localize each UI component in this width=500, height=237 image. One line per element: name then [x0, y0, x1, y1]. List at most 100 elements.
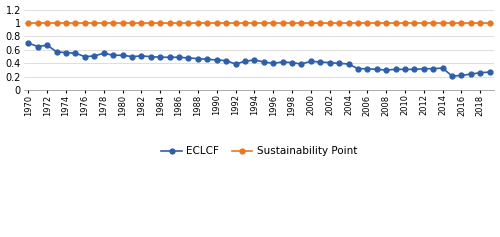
Sustainability Point [176, 22, 182, 24]
ECLCF [355, 67, 361, 70]
Sustainability Point [392, 22, 398, 24]
Sustainability Point [110, 22, 116, 24]
ECLCF [214, 59, 220, 61]
ECLCF [204, 58, 210, 61]
Sustainability Point [92, 22, 98, 24]
ECLCF [449, 75, 455, 77]
ECLCF [326, 61, 332, 64]
Sustainability Point [346, 22, 352, 24]
ECLCF [82, 55, 88, 58]
Sustainability Point [449, 22, 455, 24]
Sustainability Point [26, 22, 32, 24]
ECLCF [364, 67, 370, 70]
ECLCF [270, 62, 276, 65]
Sustainability Point [120, 22, 126, 24]
Sustainability Point [478, 22, 484, 24]
ECLCF [280, 61, 285, 64]
ECLCF [289, 61, 295, 64]
ECLCF [392, 68, 398, 71]
ECLCF [383, 69, 389, 72]
Sustainability Point [204, 22, 210, 24]
ECLCF [72, 52, 78, 55]
Sustainability Point [298, 22, 304, 24]
Sustainability Point [129, 22, 135, 24]
Sustainability Point [242, 22, 248, 24]
Line: Sustainability Point: Sustainability Point [26, 21, 492, 25]
ECLCF [120, 54, 126, 57]
Sustainability Point [186, 22, 192, 24]
Sustainability Point [486, 22, 492, 24]
Sustainability Point [223, 22, 229, 24]
Sustainability Point [157, 22, 163, 24]
ECLCF [166, 56, 172, 59]
Sustainability Point [402, 22, 408, 24]
Sustainability Point [82, 22, 88, 24]
ECLCF [35, 45, 41, 48]
Sustainability Point [232, 22, 238, 24]
ECLCF [440, 67, 446, 69]
Legend: ECLCF, Sustainability Point: ECLCF, Sustainability Point [157, 142, 361, 160]
Sustainability Point [148, 22, 154, 24]
Line: ECLCF: ECLCF [26, 41, 492, 78]
Sustainability Point [195, 22, 201, 24]
Sustainability Point [412, 22, 418, 24]
ECLCF [468, 73, 474, 76]
Sustainability Point [458, 22, 464, 24]
ECLCF [176, 56, 182, 59]
ECLCF [430, 67, 436, 70]
Sustainability Point [364, 22, 370, 24]
Sustainability Point [383, 22, 389, 24]
Sustainability Point [318, 22, 324, 24]
ECLCF [402, 68, 408, 71]
ECLCF [110, 54, 116, 57]
Sustainability Point [63, 22, 69, 24]
Sustainability Point [440, 22, 446, 24]
ECLCF [336, 62, 342, 65]
ECLCF [346, 63, 352, 65]
ECLCF [412, 68, 418, 71]
Sustainability Point [44, 22, 50, 24]
ECLCF [138, 55, 144, 57]
ECLCF [63, 51, 69, 54]
Sustainability Point [326, 22, 332, 24]
ECLCF [157, 56, 163, 59]
ECLCF [92, 55, 98, 57]
ECLCF [129, 55, 135, 58]
Sustainability Point [336, 22, 342, 24]
ECLCF [478, 71, 484, 74]
ECLCF [26, 42, 32, 45]
Sustainability Point [289, 22, 295, 24]
Sustainability Point [138, 22, 144, 24]
Sustainability Point [100, 22, 106, 24]
Sustainability Point [35, 22, 41, 24]
ECLCF [232, 63, 238, 65]
Sustainability Point [261, 22, 267, 24]
Sustainability Point [166, 22, 172, 24]
Sustainability Point [355, 22, 361, 24]
Sustainability Point [374, 22, 380, 24]
ECLCF [148, 55, 154, 58]
Sustainability Point [54, 22, 60, 24]
ECLCF [54, 50, 60, 53]
Sustainability Point [252, 22, 258, 24]
Sustainability Point [280, 22, 285, 24]
Sustainability Point [308, 22, 314, 24]
ECLCF [242, 60, 248, 63]
Sustainability Point [468, 22, 474, 24]
ECLCF [44, 44, 50, 47]
ECLCF [458, 74, 464, 77]
ECLCF [421, 67, 427, 70]
Sustainability Point [72, 22, 78, 24]
ECLCF [100, 52, 106, 55]
Sustainability Point [430, 22, 436, 24]
ECLCF [186, 57, 192, 59]
ECLCF [298, 63, 304, 65]
ECLCF [318, 61, 324, 64]
ECLCF [374, 68, 380, 71]
ECLCF [486, 71, 492, 73]
ECLCF [195, 57, 201, 60]
Sustainability Point [270, 22, 276, 24]
ECLCF [261, 61, 267, 64]
ECLCF [223, 59, 229, 62]
ECLCF [308, 60, 314, 63]
